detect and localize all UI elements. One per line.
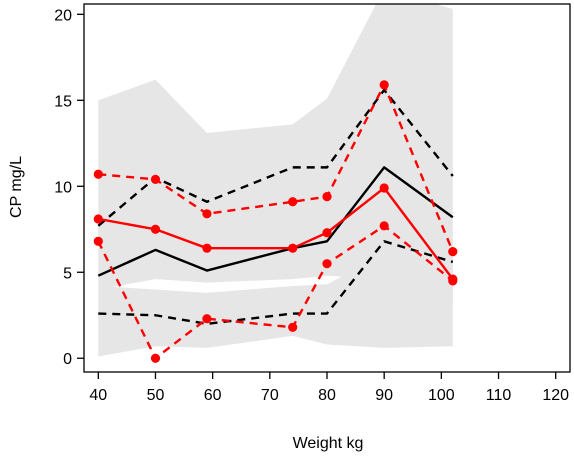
x-axis-title: Weight kg	[293, 435, 364, 452]
observed-lower-point	[202, 314, 212, 324]
observed-lower-point	[322, 259, 332, 269]
observed-median-point	[93, 214, 103, 224]
x-tick-label: 80	[318, 387, 336, 404]
observed-median-point	[379, 183, 389, 193]
observed-lower-point	[448, 276, 458, 286]
y-tick-label: 20	[54, 7, 72, 24]
x-tick-label: 110	[486, 387, 512, 404]
axes: 40 50 60 70 80 90 100 110 120 0 5 10 15 20	[54, 7, 569, 404]
x-tick-label: 120	[542, 387, 569, 404]
observed-lower-point	[379, 221, 389, 231]
predicted-lower-line	[98, 240, 454, 326]
observed-upper-point	[288, 197, 298, 207]
observed-median-point	[150, 224, 161, 234]
y-tick-label: 15	[54, 93, 72, 110]
series-points	[93, 80, 458, 363]
observed-upper-point	[322, 191, 332, 202]
observed-lower-point	[93, 236, 103, 246]
x-tick-label: 100	[428, 387, 455, 404]
observed-upper-point	[448, 247, 458, 257]
x-tick-label: 50	[147, 387, 165, 404]
observed-median-point	[202, 243, 212, 253]
observed-upper-point	[93, 169, 103, 179]
x-tick-label: 70	[261, 387, 279, 404]
y-tick-label: 5	[63, 265, 72, 282]
band-1	[98, 4, 453, 304]
band-3	[98, 255, 453, 357]
x-tick-label: 40	[89, 387, 107, 404]
observed-lower-point	[150, 353, 161, 363]
observed-median-point	[322, 228, 332, 238]
x-tick-label: 90	[375, 387, 393, 404]
y-tick-label: 10	[54, 179, 72, 196]
y-tick-label: 0	[63, 351, 72, 368]
x-tick-label: 60	[204, 387, 222, 404]
observed-lower-point	[288, 322, 298, 332]
y-axis-title: CP mg/L	[8, 156, 25, 218]
observed-upper-point	[379, 80, 389, 90]
observed-median-point	[288, 243, 298, 253]
observed-upper-point	[202, 209, 212, 219]
observed-upper-point	[150, 174, 161, 185]
